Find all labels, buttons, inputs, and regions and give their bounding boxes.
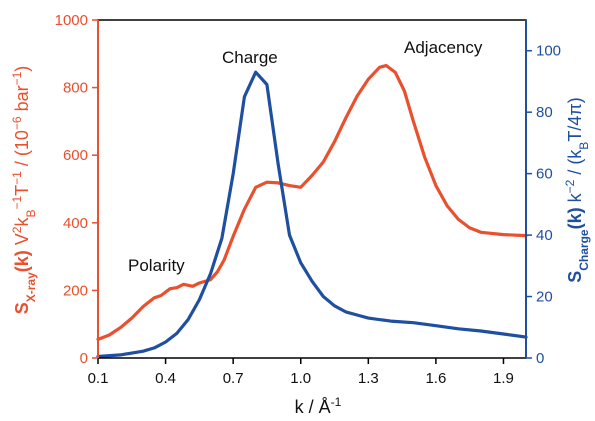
right-y-tick-label: 100 <box>536 43 561 60</box>
annotation-adjacency: Adjacency <box>404 38 483 57</box>
left-y-tick-label: 600 <box>63 147 88 164</box>
right-y-tick-label: 20 <box>536 289 553 306</box>
right-y-tick-label: 80 <box>536 104 553 121</box>
charge-series-line <box>96 70 528 359</box>
left-y-axis-title: SX-ray(k) V2kB−1T−1 / (10−6 bar−1) <box>10 66 38 315</box>
x-tick-label: 0.1 <box>88 370 109 387</box>
x-tick-label: 1.3 <box>358 370 379 387</box>
right-y-tick-label: 0 <box>536 350 544 367</box>
left-y-tick-label: 1000 <box>55 12 88 29</box>
annotation-charge: Charge <box>222 48 278 67</box>
plot-frame <box>97 19 527 359</box>
annotation-polarity: Polarity <box>128 256 185 275</box>
x-tick-label: 1.6 <box>425 370 446 387</box>
x-tick-label: 0.4 <box>155 370 176 387</box>
right-y-axis-title: SCharge(k) k−2 / (kBT/4π) <box>563 97 591 283</box>
x-tick-label: 1.0 <box>290 370 311 387</box>
x-tick-label: 0.7 <box>223 370 244 387</box>
left-y-tick-label: 800 <box>63 80 88 97</box>
x-tick-label: 1.9 <box>493 370 514 387</box>
right-y-tick-label: 60 <box>536 166 553 183</box>
right-y-tick-label: 40 <box>536 227 553 244</box>
left-y-tick-label: 400 <box>63 215 88 232</box>
left-y-tick-label: 200 <box>63 282 88 299</box>
x-axis-title: k / Å-1 <box>295 395 342 417</box>
xray-series-line <box>96 63 528 341</box>
left-y-tick-label: 0 <box>80 350 88 367</box>
